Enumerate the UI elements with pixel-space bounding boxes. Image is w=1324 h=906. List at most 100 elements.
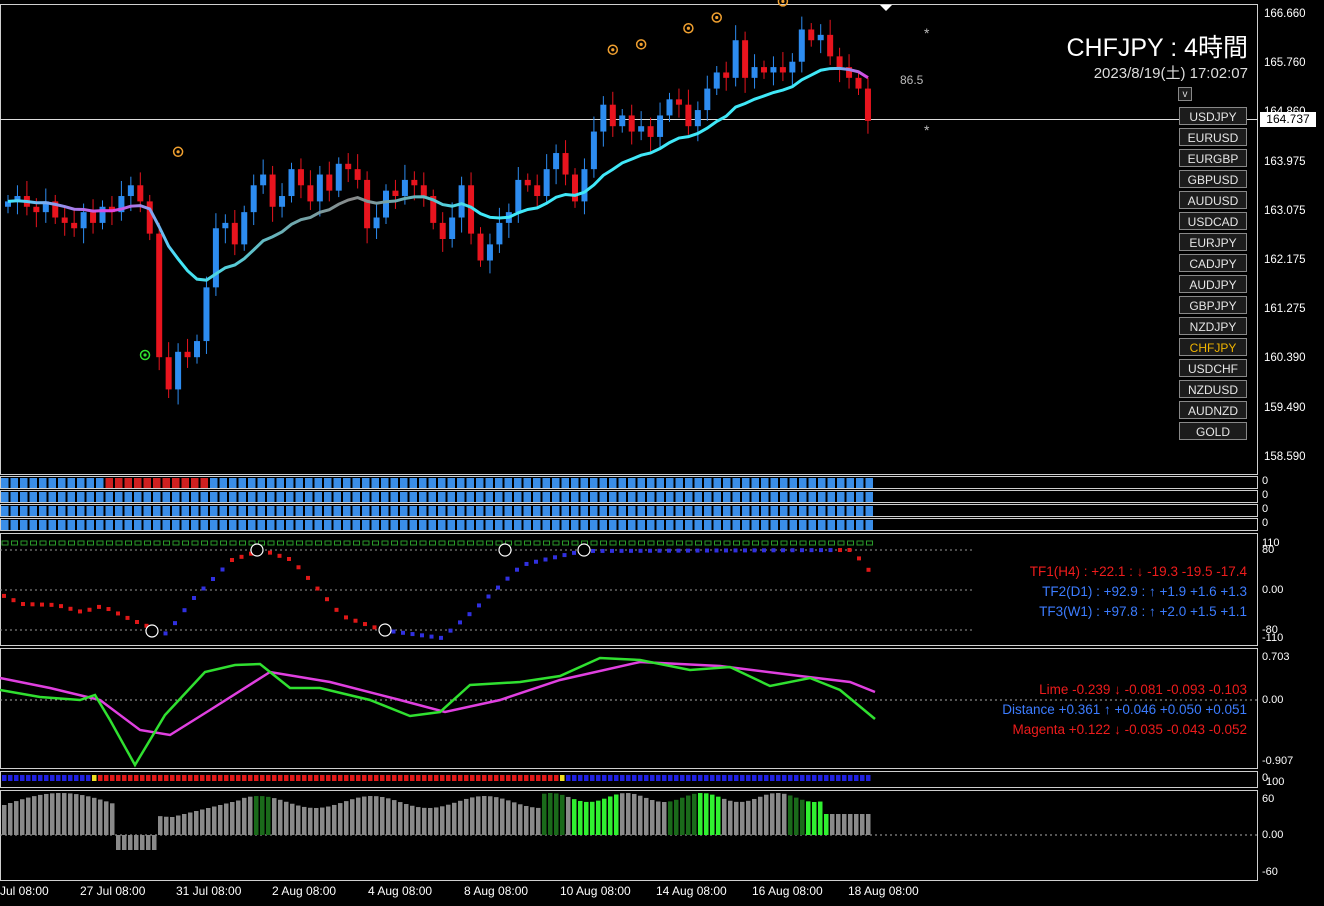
strip-cell bbox=[571, 478, 579, 488]
strip-cell bbox=[732, 520, 740, 530]
osc-dot bbox=[344, 615, 348, 620]
trend-dot bbox=[242, 775, 247, 781]
osc-dot bbox=[125, 615, 130, 620]
strip-cell bbox=[229, 478, 237, 488]
strip-cell bbox=[134, 506, 142, 516]
osc-top-square bbox=[362, 540, 370, 546]
signal-ring bbox=[777, 0, 789, 7]
strip-cell bbox=[628, 520, 636, 530]
trend-dot bbox=[362, 775, 367, 781]
hist-bar bbox=[236, 800, 241, 835]
strip-cell bbox=[153, 492, 161, 502]
candle-body bbox=[562, 153, 569, 175]
symbol-button-nzdusd[interactable]: NZDUSD bbox=[1179, 380, 1247, 398]
strip-cell bbox=[352, 520, 360, 530]
hist-bar bbox=[32, 796, 37, 835]
strip-cell bbox=[39, 520, 47, 530]
strip-cell bbox=[191, 492, 199, 502]
trend-dot bbox=[740, 775, 745, 781]
symbol-button-gbpjpy[interactable]: GBPJPY bbox=[1179, 296, 1247, 314]
osc-top-square bbox=[695, 540, 702, 546]
hist-bar bbox=[260, 796, 265, 835]
osc-top-square bbox=[552, 540, 560, 546]
symbol-button-nzdjpy[interactable]: NZDJPY bbox=[1179, 317, 1247, 335]
strip-cell bbox=[837, 478, 845, 488]
price-tick: 160.390 bbox=[1264, 352, 1306, 365]
strip-cell bbox=[713, 492, 721, 502]
osc-top-square bbox=[1, 540, 9, 546]
strip-cell bbox=[590, 520, 598, 530]
trend-dot bbox=[590, 775, 595, 781]
candle-body bbox=[5, 201, 11, 207]
osc-dot bbox=[714, 548, 719, 553]
strip-cell bbox=[751, 506, 759, 516]
hist-bar bbox=[356, 797, 361, 835]
symbol-button-chfjpy[interactable]: CHFJPY bbox=[1179, 338, 1247, 356]
osc-top-square bbox=[144, 540, 151, 546]
strip-cell bbox=[324, 492, 332, 502]
osc-top-square bbox=[438, 540, 446, 546]
symbol-button-cadjpy[interactable]: CADJPY bbox=[1179, 254, 1247, 272]
candle-body bbox=[742, 40, 749, 78]
strip-cell bbox=[295, 506, 303, 516]
strip-cell bbox=[162, 520, 170, 530]
strip-cell bbox=[675, 478, 683, 488]
symbol-button-gbpusd[interactable]: GBPUSD bbox=[1179, 170, 1247, 188]
symbol-button-audnzd[interactable]: AUDNZD bbox=[1179, 401, 1247, 419]
osc-dot bbox=[515, 567, 519, 572]
strip-cell bbox=[808, 520, 816, 530]
candle-body bbox=[770, 67, 777, 73]
hist-bar bbox=[380, 796, 385, 835]
osc-dot bbox=[391, 629, 396, 634]
strip-cell bbox=[666, 492, 674, 502]
symbol-button-usdcad[interactable]: USDCAD bbox=[1179, 212, 1247, 230]
strip-cell bbox=[324, 478, 332, 488]
trend-dot bbox=[710, 775, 715, 781]
scroll-marker-icon[interactable] bbox=[880, 5, 892, 11]
hist-tick: -60 bbox=[1262, 866, 1278, 878]
symbol-button-eurusd[interactable]: EURUSD bbox=[1179, 128, 1247, 146]
osc-dot bbox=[819, 548, 823, 553]
candle-body bbox=[647, 126, 654, 137]
osc-top-square bbox=[134, 540, 142, 546]
hist-bar bbox=[506, 800, 511, 835]
symbol-button-eurgbp[interactable]: EURGBP bbox=[1179, 149, 1247, 167]
star-marker-bottom: * bbox=[924, 122, 930, 138]
osc-dot bbox=[676, 548, 681, 553]
symbol-button-eurjpy[interactable]: EURJPY bbox=[1179, 233, 1247, 251]
trend-dot bbox=[146, 775, 151, 781]
trend-dot bbox=[482, 775, 487, 781]
osc-top-square bbox=[714, 540, 721, 546]
strip-cell bbox=[808, 506, 816, 516]
strip-cell bbox=[466, 506, 474, 516]
osc-dot bbox=[638, 548, 643, 553]
strip-cell bbox=[485, 478, 493, 488]
strip-cell bbox=[580, 506, 588, 516]
strip-cell bbox=[580, 520, 588, 530]
strip-cell bbox=[789, 478, 797, 488]
strip-cell bbox=[267, 492, 275, 502]
strip-cell bbox=[162, 506, 170, 516]
hist-bar bbox=[404, 804, 409, 835]
symbol-button-usdjpy[interactable]: USDJPY bbox=[1179, 107, 1247, 125]
hist-bar bbox=[182, 814, 187, 835]
strip-cell bbox=[656, 520, 664, 530]
strip-cell bbox=[542, 506, 550, 516]
trend-dot bbox=[74, 775, 79, 781]
collapse-button[interactable]: v bbox=[1178, 87, 1192, 101]
trend-dot bbox=[680, 775, 685, 781]
hist-bar bbox=[446, 804, 451, 835]
strip-cell bbox=[808, 478, 816, 488]
hist-bar bbox=[92, 797, 97, 835]
strip-cell bbox=[124, 478, 132, 488]
symbol-button-audusd[interactable]: AUDUSD bbox=[1179, 191, 1247, 209]
osc-top-square bbox=[172, 540, 180, 546]
symbol-button-usdchf[interactable]: USDCHF bbox=[1179, 359, 1247, 377]
candle-body bbox=[137, 185, 144, 202]
symbol-button-gold[interactable]: GOLD bbox=[1179, 422, 1247, 440]
candle-body bbox=[638, 126, 645, 132]
signal-dot bbox=[639, 42, 643, 46]
osc-dot bbox=[173, 621, 177, 626]
symbol-button-audjpy[interactable]: AUDJPY bbox=[1179, 275, 1247, 293]
